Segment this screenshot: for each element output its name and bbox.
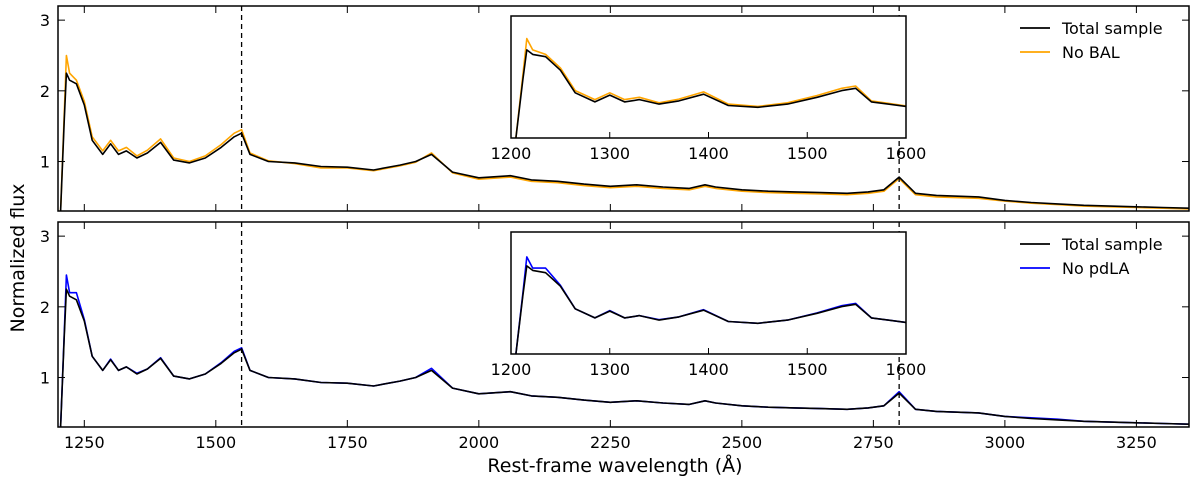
x-tick-label: 1750 xyxy=(327,433,368,452)
series-line-no-bal xyxy=(59,54,1189,211)
y-tick-label: 1 xyxy=(40,369,50,388)
inset-axes: 1200 1300 1400 1500 1600 xyxy=(491,15,927,163)
inset-x-tick-label: 1500 xyxy=(787,360,828,379)
legend-label: Total sample xyxy=(1061,19,1163,38)
inset-background xyxy=(511,16,906,138)
inset-x-tick-label: 1500 xyxy=(787,144,828,163)
legend: Total sample No BAL xyxy=(1020,19,1163,62)
inset-x-tick-label: 1300 xyxy=(589,144,630,163)
inset-series-group xyxy=(515,37,906,138)
inset-series-line-total-sample xyxy=(515,49,906,138)
inset-series-group xyxy=(515,256,906,354)
x-axis-label: Rest-frame wavelength (Å) xyxy=(487,454,742,477)
series-group xyxy=(59,274,1189,427)
x-tick-label: 1500 xyxy=(195,433,236,452)
x-tick-label: 2750 xyxy=(853,433,894,452)
x-tick-label: 2000 xyxy=(458,433,499,452)
y-tick-label: 2 xyxy=(40,82,50,101)
axes-frame xyxy=(57,5,1190,212)
inset-series-line-no-bal xyxy=(515,37,906,138)
legend-label: Total sample xyxy=(1061,235,1163,254)
legend-label: No BAL xyxy=(1062,43,1120,62)
y-tick-label: 3 xyxy=(40,11,50,30)
series-group xyxy=(59,54,1189,211)
y-tick-label: 2 xyxy=(40,298,50,317)
series-line-total-sample xyxy=(59,72,1189,211)
y-tick-label: 3 xyxy=(40,227,50,246)
inset-axes: 1200 1300 1400 1500 1600 xyxy=(491,231,927,379)
x-tick-label: 2250 xyxy=(590,433,631,452)
x-tick-label: 3250 xyxy=(1116,433,1157,452)
inset-x-tick-label: 1600 xyxy=(886,144,927,163)
series-line-total-sample xyxy=(59,288,1189,427)
x-tick-label: 1250 xyxy=(64,433,105,452)
legend: Total sample No pdLA xyxy=(1020,235,1163,278)
x-tick-label: 3000 xyxy=(985,433,1026,452)
inset-series-line-total-sample xyxy=(515,265,906,354)
inset-x-tick-label: 1400 xyxy=(688,144,729,163)
y-axis-label: Normalized flux xyxy=(7,183,29,332)
y-tick-label: 1 xyxy=(40,153,50,172)
x-tick-label: 2500 xyxy=(722,433,763,452)
inset-background xyxy=(511,232,906,354)
legend-label: No pdLA xyxy=(1062,259,1129,278)
inset-x-tick-label: 1300 xyxy=(589,360,630,379)
inset-x-tick-label: 1400 xyxy=(688,360,729,379)
axes-frame xyxy=(57,221,1190,428)
inset-x-tick-label: 1200 xyxy=(491,144,532,163)
panel-bottom: 1250 1500 1750 2000 2250 2500 2750 3000 3250 1 2 3 1… xyxy=(40,221,1190,452)
inset-x-tick-label: 1600 xyxy=(886,360,927,379)
inset-x-tick-label: 1200 xyxy=(491,360,532,379)
panel-top: 1 2 3 1200 1300 1400 1500 1600 Total sample No BA… xyxy=(40,5,1190,212)
